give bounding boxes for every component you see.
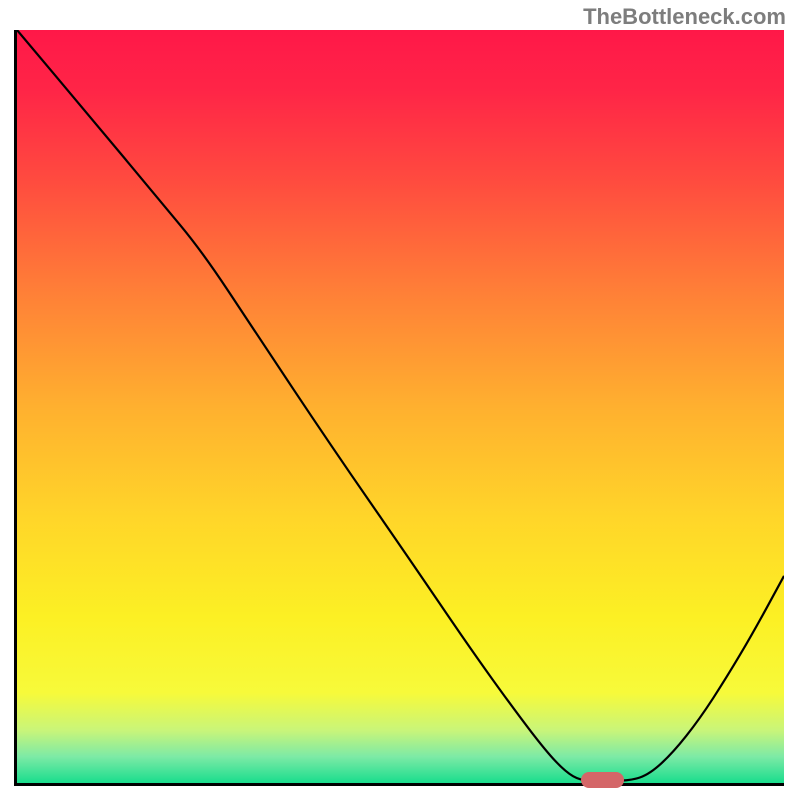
watermark-text: TheBottleneck.com bbox=[583, 4, 786, 30]
chart-area bbox=[14, 30, 784, 786]
result-marker bbox=[581, 772, 624, 788]
chart-container: TheBottleneck.com bbox=[0, 0, 800, 800]
chart-background bbox=[17, 30, 784, 783]
